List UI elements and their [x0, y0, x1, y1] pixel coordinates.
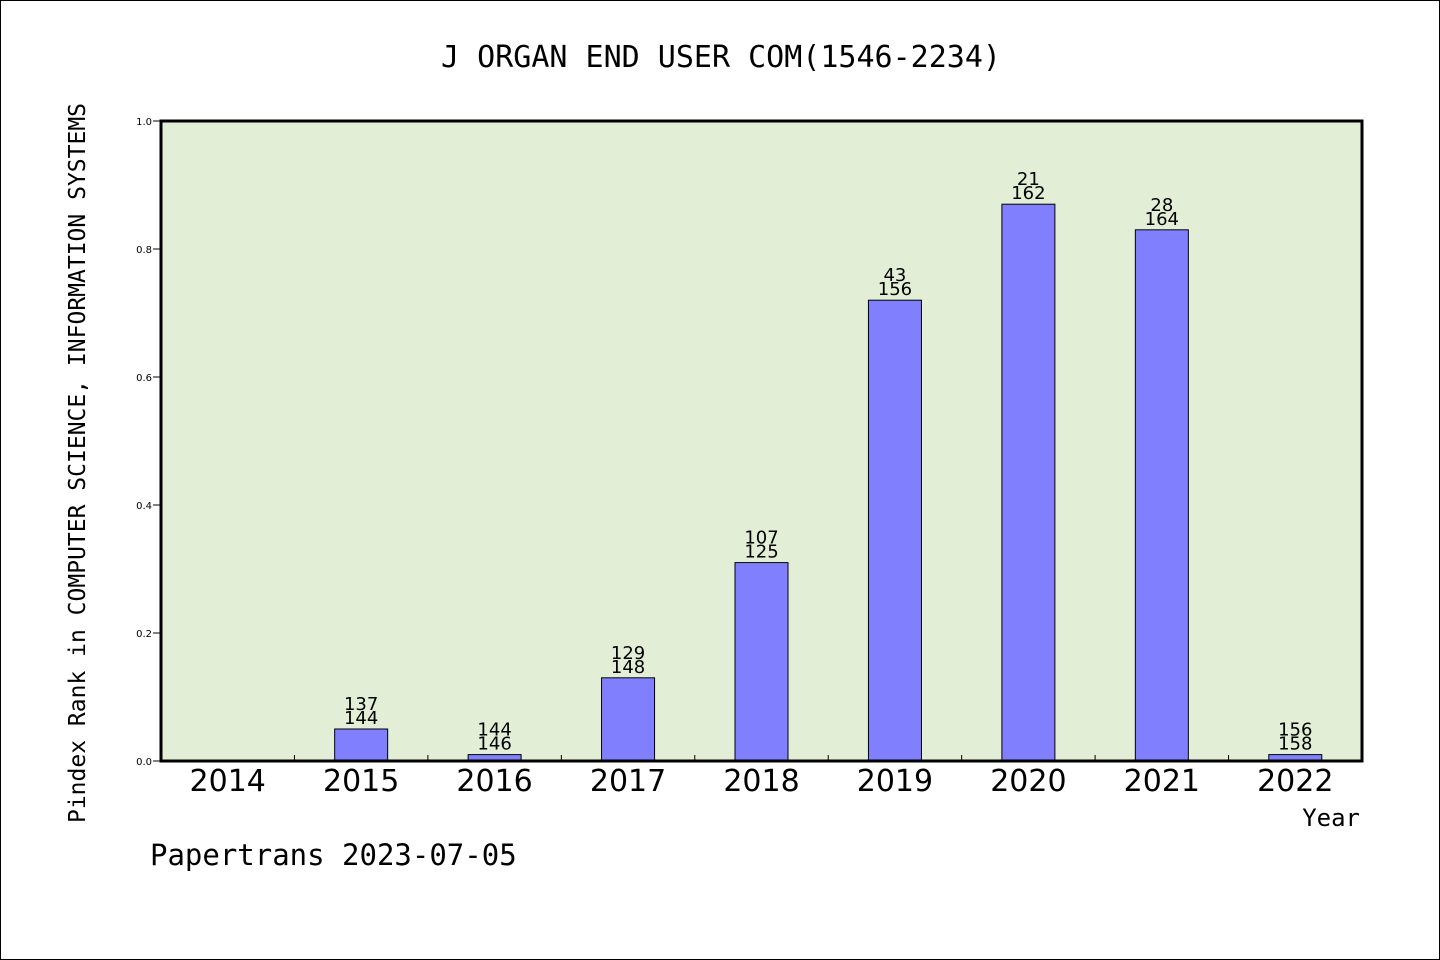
bar-group — [334, 203, 1323, 762]
data-label-bottom: 158 — [1278, 734, 1312, 755]
data-labels: 1371441441461291481071254315621162281641… — [344, 169, 1312, 754]
y-tick-label: 0.0 — [136, 757, 152, 768]
data-label-top: 144 — [477, 720, 511, 741]
bar-2015 — [334, 728, 389, 762]
x-tick-label: 2020 — [990, 764, 1066, 799]
bar-2021 — [1134, 229, 1189, 762]
data-label-top: 28 — [1150, 195, 1173, 216]
x-tick-label: 2018 — [723, 764, 799, 799]
footer-credit: Papertrans 2023-07-05 — [150, 838, 517, 872]
data-label-top: 107 — [744, 528, 778, 549]
data-label-bottom: 146 — [477, 734, 511, 755]
data-label-top: 129 — [611, 643, 645, 664]
y-tick-label: 0.6 — [136, 373, 152, 384]
y-axis-label: Pindex Rank in COMPUTER SCIENCE, INFORMA… — [65, 103, 91, 823]
data-label-bottom: 156 — [878, 279, 912, 300]
x-tick-label: 2014 — [190, 764, 266, 799]
data-label-bottom: 125 — [744, 542, 778, 563]
data-label-bottom: 162 — [1011, 183, 1045, 204]
x-tick-label: 2022 — [1257, 764, 1333, 799]
data-label-bottom: 144 — [344, 708, 378, 729]
x-tick-label: 2015 — [323, 764, 399, 799]
data-label-top: 137 — [344, 694, 378, 715]
x-tick-label: 2017 — [590, 764, 666, 799]
x-tick-label: 2021 — [1124, 764, 1200, 799]
x-tick-label: 2016 — [456, 764, 532, 799]
bar-2020 — [1001, 203, 1056, 762]
data-label-top: 156 — [1278, 720, 1312, 741]
x-tick-label: 2019 — [857, 764, 933, 799]
data-label-bottom: 164 — [1145, 209, 1179, 230]
bar-2017 — [601, 677, 656, 762]
bar-2018 — [734, 562, 789, 762]
x-ticks: 2014 2015 2016 2017 2018 2019 2020 2021 2022 — [190, 755, 1333, 799]
y-tick-label: 1.0 — [136, 117, 152, 128]
bar-2019 — [867, 299, 922, 762]
data-label-top: 21 — [1017, 169, 1040, 190]
chart-title: J ORGAN END USER COM(1546-2234) — [441, 40, 1001, 75]
y-tick-label: 0.4 — [136, 501, 152, 512]
data-label-bottom: 148 — [611, 657, 645, 678]
plot-border — [159, 119, 1364, 763]
y-tick-label: 0.2 — [136, 629, 152, 640]
x-axis-label: Year — [1302, 804, 1360, 832]
y-ticks: 0.0 0.2 0.4 0.6 0.8 1.0 — [136, 117, 161, 768]
y-tick-label: 0.8 — [136, 245, 152, 256]
data-label-top: 43 — [883, 265, 906, 286]
